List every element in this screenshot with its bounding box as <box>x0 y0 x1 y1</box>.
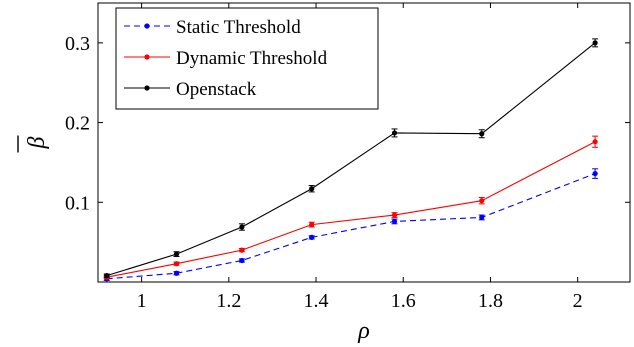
x-tick-label: 1.4 <box>304 290 329 312</box>
x-tick-label: 2 <box>573 290 583 312</box>
x-axis-label: ρ <box>357 318 370 344</box>
y-tick-label: 0.2 <box>65 113 90 135</box>
ticks-layer: 1 1.2 1.4 1.6 1.8 2 0.1 0.2 0.3 <box>65 3 630 312</box>
legend-swatch-marker <box>144 23 150 29</box>
legend-label: Static Threshold <box>176 17 301 38</box>
legend-entry: Dynamic Threshold <box>124 48 328 69</box>
data-point <box>592 139 598 145</box>
data-point <box>592 170 598 177</box>
legend-entry: Static Threshold <box>124 17 301 38</box>
data-point <box>391 212 398 218</box>
data-point <box>592 40 598 46</box>
data-point <box>309 186 315 192</box>
y-axis-label-group: β <box>17 135 50 153</box>
legend-swatch-marker <box>144 85 150 91</box>
legend-swatch-marker <box>144 54 150 60</box>
legend: Static Threshold Dynamic Threshold Opensta… <box>115 7 379 110</box>
series-layer <box>103 38 599 282</box>
data-point <box>239 224 245 230</box>
data-point <box>104 273 110 279</box>
legend-label: Dynamic Threshold <box>176 48 328 69</box>
data-point <box>479 131 485 137</box>
data-point <box>173 251 180 257</box>
x-tick-label: 1.8 <box>478 290 503 312</box>
series-1 <box>103 135 599 280</box>
data-point <box>309 222 315 228</box>
data-point <box>479 214 485 221</box>
legend-entry: Openstack <box>124 79 257 100</box>
y-tick-label: 0.1 <box>65 192 90 214</box>
series-0 <box>103 168 599 282</box>
data-point <box>391 218 398 225</box>
plot-frame <box>97 2 631 283</box>
legend-box <box>115 7 379 110</box>
data-point <box>239 257 245 264</box>
data-point <box>239 247 245 253</box>
x-tick-label: 1.2 <box>216 290 241 312</box>
data-point <box>479 198 485 204</box>
legend-label: Openstack <box>176 79 257 100</box>
data-point <box>173 270 180 276</box>
data-point <box>391 130 398 136</box>
y-axis-label: β <box>24 136 50 149</box>
y-tick-label: 0.3 <box>65 33 90 55</box>
legend-entries: Static Threshold Dynamic Threshold Opensta… <box>124 17 328 100</box>
series-2 <box>103 38 599 279</box>
data-point <box>173 261 180 267</box>
data-point <box>309 234 315 240</box>
x-tick-label: 1.6 <box>391 290 416 312</box>
x-tick-label: 1 <box>137 290 147 312</box>
